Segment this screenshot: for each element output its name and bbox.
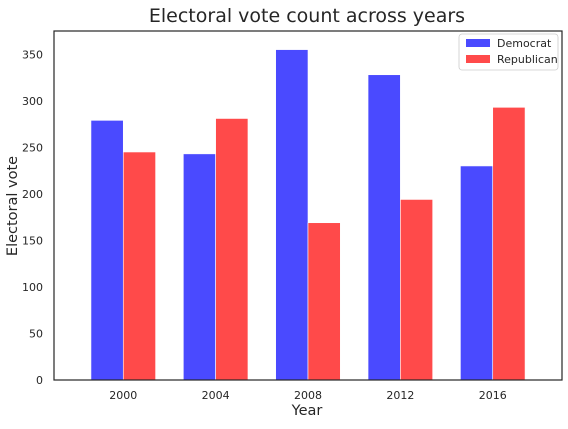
- y-tick-label: 100: [22, 281, 43, 294]
- legend-label-republican: Republican: [497, 53, 558, 66]
- x-tick-label: 2016: [479, 389, 507, 402]
- bar-democrat-2000: [90, 120, 124, 381]
- legend-label-democrat: Democrat: [497, 37, 552, 50]
- x-tick-label: 2008: [294, 389, 322, 402]
- y-axis-label: Electoral vote: [5, 156, 21, 256]
- x-ticks-group: 2000 2004 2008 2012 2016: [109, 389, 506, 402]
- y-ticks-group: 0 50 100 150 200 250 300 350: [22, 48, 43, 387]
- bar-democrat-2016: [460, 165, 494, 381]
- bar-republican-2016: [492, 107, 526, 381]
- bar-republican-2000: [122, 151, 156, 381]
- y-tick-label: 0: [36, 374, 43, 387]
- plot-frame: [53, 30, 563, 381]
- x-tick-label: 2004: [202, 389, 230, 402]
- x-axis-label: Year: [291, 403, 323, 419]
- y-tick-label: 50: [29, 327, 43, 340]
- chart-title: Electoral vote count across years: [149, 5, 465, 27]
- bar-republican-2008: [307, 222, 341, 381]
- x-tick-label: 2000: [109, 389, 137, 402]
- y-tick-label: 150: [22, 234, 43, 247]
- bar-republican-2012: [400, 199, 433, 381]
- bar-democrat-2012: [367, 74, 401, 381]
- legend-swatch-democrat: [466, 39, 490, 47]
- bars-group: [90, 49, 526, 381]
- y-tick-label: 200: [22, 188, 43, 201]
- y-tick-label: 250: [22, 141, 43, 154]
- legend-swatch-republican: [466, 55, 490, 63]
- bar-democrat-2004: [183, 153, 216, 381]
- bar-democrat-2008: [275, 49, 309, 381]
- bar-republican-2004: [215, 118, 249, 381]
- x-tick-label: 2012: [386, 389, 414, 402]
- y-tick-label: 300: [22, 95, 43, 108]
- y-tick-label: 350: [22, 48, 43, 61]
- legend: Democrat Republican: [458, 33, 559, 71]
